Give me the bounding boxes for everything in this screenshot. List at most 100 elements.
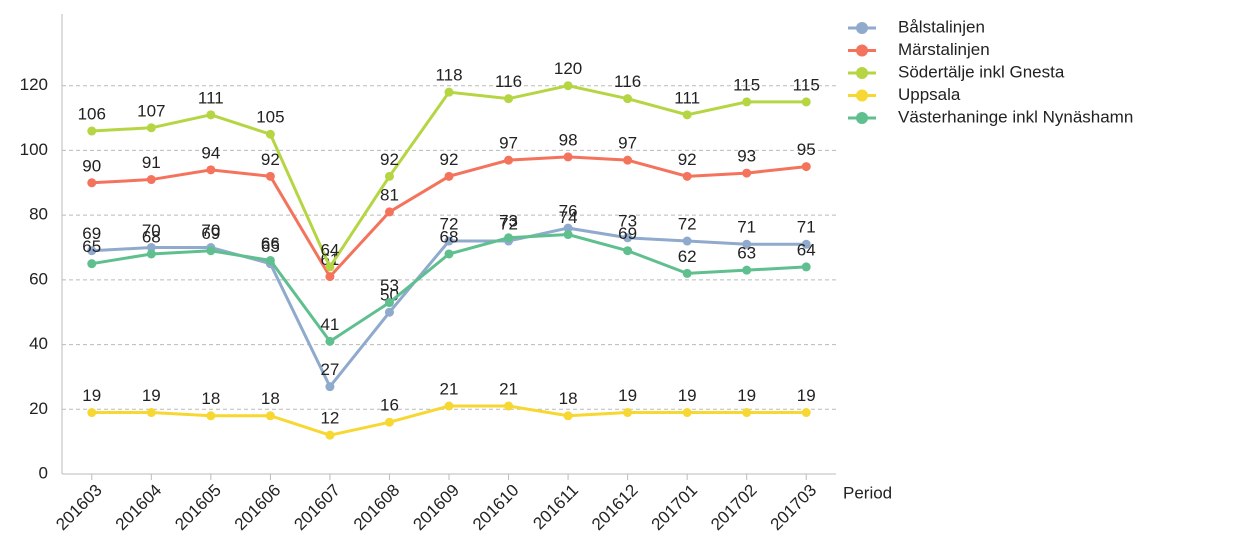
data-point: [206, 411, 216, 421]
data-point: [206, 165, 216, 175]
data-point: [742, 408, 752, 418]
data-label: 69: [618, 224, 637, 243]
data-point: [563, 152, 573, 162]
legend-label: Västerhaninge inkl Nynäshamn: [898, 107, 1133, 126]
data-label: 18: [559, 389, 578, 408]
legend-marker: [856, 22, 868, 34]
data-label: 27: [320, 360, 339, 379]
data-label: 71: [737, 218, 756, 237]
legend-marker: [856, 89, 868, 102]
data-label: 64: [797, 240, 816, 259]
data-point: [206, 246, 216, 256]
data-point: [87, 246, 97, 256]
data-point: [563, 411, 573, 421]
y-tick-label: 20: [29, 399, 48, 418]
data-label: 65: [261, 237, 280, 256]
data-point: [444, 401, 454, 411]
y-tick-label: 60: [29, 269, 48, 288]
data-label: 63: [737, 244, 756, 263]
data-label: 111: [674, 88, 700, 107]
data-point: [384, 171, 394, 181]
data-point: [325, 382, 335, 392]
data-point: [801, 97, 811, 107]
data-label: 105: [256, 108, 284, 127]
data-label: 68: [142, 227, 161, 246]
data-point: [801, 162, 811, 172]
legend-marker: [856, 44, 868, 57]
data-label: 19: [797, 386, 816, 405]
data-point: [265, 411, 275, 421]
data-point: [146, 408, 156, 418]
data-label: 81: [380, 185, 399, 204]
data-label: 21: [499, 380, 518, 399]
data-label: 73: [499, 211, 518, 230]
data-label: 72: [499, 215, 518, 234]
data-label: 107: [137, 101, 165, 120]
data-label: 21: [440, 380, 459, 399]
data-point: [146, 123, 156, 133]
data-label: 69: [82, 224, 101, 243]
data-label: 62: [678, 247, 697, 266]
data-label: 72: [440, 215, 459, 234]
data-point: [742, 265, 752, 275]
data-label: 90: [82, 156, 101, 175]
data-point: [623, 94, 633, 104]
legend-label: Bålstalinjen: [898, 17, 985, 36]
data-label: 18: [261, 389, 280, 408]
data-point: [384, 207, 394, 217]
data-point: [146, 243, 156, 252]
data-point: [444, 87, 454, 97]
data-point: [623, 155, 633, 165]
x-tick-label: 201603: [52, 481, 106, 535]
data-point: [265, 171, 275, 181]
data-point: [742, 168, 752, 178]
data-point: [384, 417, 394, 427]
data-point: [623, 408, 633, 418]
data-label: 70: [142, 221, 161, 240]
data-point: [742, 97, 752, 107]
data-label: 116: [614, 72, 641, 91]
data-point: [87, 408, 97, 418]
data-point: [801, 408, 811, 418]
data-label: 95: [797, 140, 816, 159]
data-label: 106: [78, 104, 106, 123]
data-label: 74: [559, 208, 578, 227]
data-label: 19: [618, 386, 637, 405]
data-label: 19: [82, 386, 101, 405]
x-tick-label: 201610: [469, 481, 523, 535]
data-point: [563, 230, 573, 240]
data-label: 76: [559, 202, 578, 221]
data-label: 69: [201, 224, 220, 243]
data-label: 53: [380, 276, 399, 295]
data-label: 92: [380, 150, 399, 169]
data-point: [801, 239, 811, 249]
data-point: [325, 336, 335, 346]
data-point: [265, 255, 275, 265]
data-label: 91: [142, 153, 161, 172]
x-tick-label: 201702: [707, 481, 761, 535]
data-point: [325, 272, 335, 282]
x-tick-label: 201703: [767, 481, 821, 535]
x-tick-label: 201608: [350, 481, 404, 535]
data-point: [682, 268, 692, 278]
data-label: 72: [678, 215, 697, 234]
x-tick-label: 201604: [112, 481, 166, 535]
data-label: 92: [440, 150, 459, 169]
data-label: 19: [737, 386, 756, 405]
y-tick-label: 0: [39, 463, 48, 482]
data-point: [682, 408, 692, 418]
y-tick-label: 100: [20, 140, 48, 159]
data-point: [801, 262, 811, 272]
legend-label: Märstalinjen: [898, 40, 990, 59]
data-point: [206, 110, 216, 120]
data-point: [444, 236, 454, 246]
data-point: [623, 246, 633, 256]
data-point: [444, 171, 454, 181]
data-label: 97: [618, 134, 637, 153]
data-label: 19: [678, 386, 697, 405]
data-label: 94: [201, 143, 220, 162]
data-point: [563, 81, 573, 91]
data-label: 92: [261, 150, 280, 169]
data-label: 12: [320, 409, 339, 428]
data-label: 16: [380, 396, 399, 415]
